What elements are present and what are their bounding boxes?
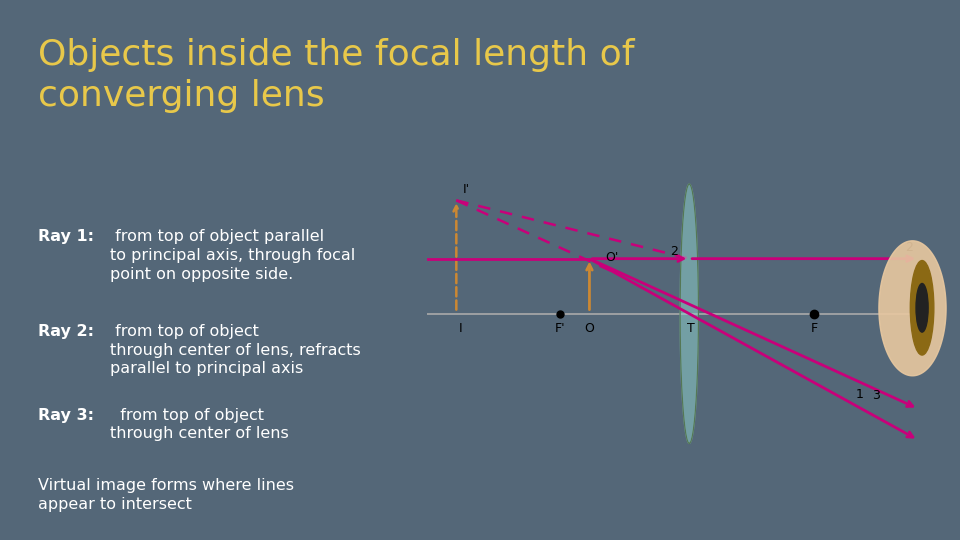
Text: 1: 1: [855, 388, 864, 401]
Text: O: O: [585, 322, 594, 335]
Text: 2: 2: [670, 245, 679, 259]
Text: Virtual image forms where lines
appear to intersect: Virtual image forms where lines appear t…: [38, 478, 295, 511]
Text: F': F': [555, 322, 565, 335]
Text: T: T: [687, 322, 695, 335]
Circle shape: [916, 284, 928, 332]
Text: 2: 2: [905, 241, 914, 254]
Text: Objects inside the focal length of
converging lens: Objects inside the focal length of conve…: [38, 38, 635, 112]
Text: 3: 3: [873, 389, 880, 402]
Text: Ray 3:: Ray 3:: [38, 408, 94, 423]
Text: from top of object
through center of lens, refracts
parallel to principal axis: from top of object through center of len…: [110, 324, 361, 376]
Text: I': I': [463, 183, 469, 195]
Polygon shape: [680, 184, 699, 443]
Text: Ray 2:: Ray 2:: [38, 324, 94, 339]
Text: O': O': [606, 251, 619, 264]
Circle shape: [910, 260, 934, 355]
Text: from top of object
through center of lens: from top of object through center of len…: [110, 408, 289, 441]
Text: from top of object parallel
to principal axis, through focal
point on opposite s: from top of object parallel to principal…: [110, 230, 355, 282]
Text: I: I: [459, 322, 462, 335]
Text: Ray 1:: Ray 1:: [38, 230, 94, 245]
Text: F: F: [810, 322, 818, 335]
